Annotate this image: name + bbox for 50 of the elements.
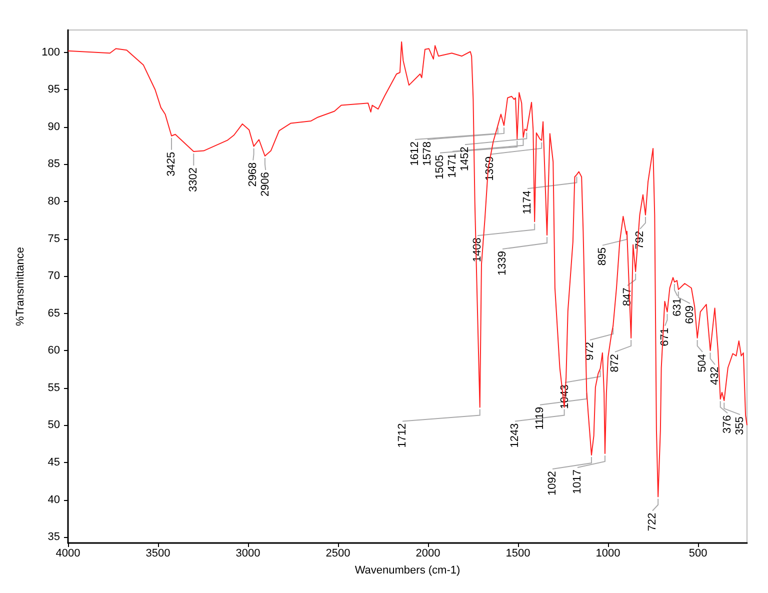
annotation: 631 (672, 298, 684, 316)
y-tick-label: 40 (48, 494, 60, 506)
y-tick-label: 95 (48, 84, 60, 96)
annotation: 504 (696, 354, 708, 372)
annotation: 609 (684, 305, 696, 324)
x-axis-title: Wavenumbers (cm-1) (354, 564, 460, 576)
annotation: 1243 (509, 423, 521, 448)
annotation: 355 (734, 416, 746, 435)
x-tick-label: 2000 (416, 548, 440, 560)
annotation: 1578 (422, 141, 434, 166)
y-tick-label: 35 (48, 531, 60, 544)
x-tick-label: 1500 (506, 548, 530, 560)
annotation: 1017 (572, 470, 584, 494)
annotation: 1471 (446, 153, 458, 178)
annotation: 1612 (409, 141, 421, 166)
x-tick-label: 1000 (596, 548, 620, 560)
annotation: 3425 (166, 152, 178, 176)
annotation: 1505 (434, 154, 446, 180)
annotation: 2906 (260, 172, 272, 196)
y-tick-label: 45 (48, 456, 60, 468)
annotation: 376 (722, 415, 734, 434)
x-tick-label: 500 (688, 548, 708, 560)
y-tick-label: 55 (48, 382, 60, 394)
annotation: 432 (709, 366, 721, 385)
annotation: 895 (596, 247, 608, 266)
annotation: 2968 (247, 162, 260, 187)
annotation: 1092 (546, 471, 558, 496)
annotation: 1119 (534, 406, 546, 430)
y-tick-label: 65 (48, 307, 60, 320)
y-tick-label: 80 (48, 195, 60, 208)
y-tick-label: 75 (48, 232, 60, 245)
y-tick-label: 100 (42, 46, 60, 58)
y-tick-label: 70 (48, 270, 60, 282)
y-tick-label: 90 (48, 120, 60, 133)
annotation: 872 (609, 354, 621, 372)
x-tick-label: 3500 (146, 548, 170, 560)
annotation: 671 (659, 328, 671, 346)
y-tick-label: 50 (48, 419, 60, 432)
annotation: 1174 (522, 190, 534, 214)
x-tick-label: 3000 (236, 548, 260, 560)
y-tick-label: 85 (48, 158, 60, 170)
y-tick-label: 60 (48, 344, 60, 357)
y-axis-title: %Transmittance (14, 246, 26, 326)
x-tick-label: 4000 (56, 548, 80, 560)
annotation: 1339 (496, 251, 508, 276)
annotation: 3302 (188, 168, 200, 192)
annotation: 722 (646, 512, 658, 532)
annotation: 1452 (459, 146, 471, 172)
x-tick-label: 2500 (326, 548, 350, 560)
annotation: 1712 (396, 423, 408, 448)
